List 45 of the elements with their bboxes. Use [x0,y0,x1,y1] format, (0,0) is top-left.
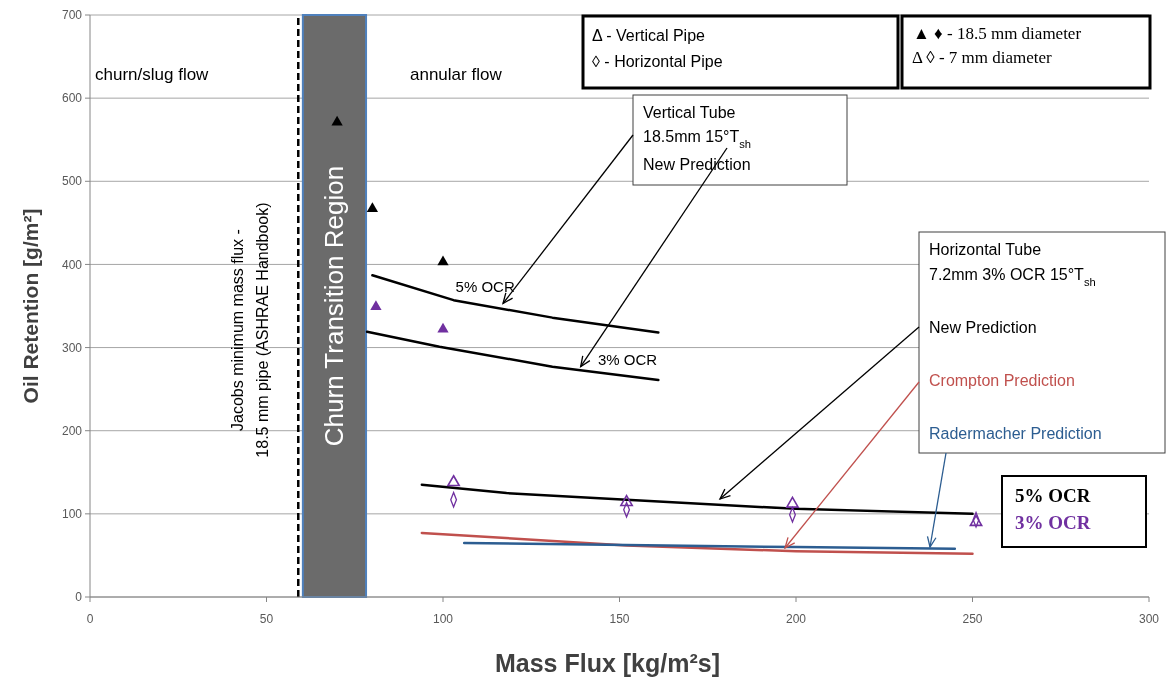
y-tick-label: 600 [61,91,83,106]
point [437,255,449,266]
ref-line-label: Jacobs minimum mass flux - 18.5 mm pipe (ASHRAE Handbook) [229,202,272,458]
annotation: Horizontal Tube [929,241,1042,258]
y-tick-label: 700 [61,8,83,23]
y-tick-label: 500 [61,174,83,189]
x-tick-label: 250 [962,612,983,626]
y-tick-label: 100 [61,507,83,522]
x-tick-label: 100 [432,612,454,626]
band-label: Churn Transition Region [319,165,350,447]
text: New Prediction [929,319,1037,336]
annotation: annular flow [410,65,503,84]
y-tick-label: 400 [61,257,83,272]
point [620,494,633,507]
point [447,474,461,487]
text: Crompton Prediction [929,372,1075,389]
y-tick-label: 0 [75,590,83,605]
y-tick-label: 300 [61,340,83,355]
x-tick-label: 0 [86,612,94,626]
x-tick-label: 200 [785,612,807,626]
point [437,322,449,333]
annotation: 7.2mm 3% OCR 15°T$_{sh}$ [929,266,1096,288]
x-tick-label: 150 [609,612,630,626]
series-label: 5% OCR [455,277,515,295]
annotation: Vertical Tube [643,104,736,121]
annotation: 5% OCR [1015,485,1091,506]
annotation: 3% OCR [1015,512,1091,533]
legend-label: 3% OCR [597,351,658,369]
line-series [365,330,660,382]
text: Radermacher Prediction [929,425,1102,442]
x-axis-title: Mass Flux [kg/m²s] [494,649,721,677]
y-axis-title: Oil Retention [g/m²] [19,208,42,404]
annotation: churn/slug flow [95,65,210,84]
x-tick-label: 300 [1138,612,1160,626]
annotation: ▲ ♦ - 18.5 mm diameter [913,24,1082,43]
point [786,496,799,508]
annotation: Δ - Vertical Pipe [592,27,706,44]
point [370,300,382,311]
annotation: Δ ◊ - 7 mm diameter [912,48,1053,67]
x-tick-label: 50 [259,612,274,626]
annotation: ◊ - Horizontal Pipe [592,53,723,70]
annotation: 18.5mm 15°T$_{sh}$ [643,128,752,150]
point [366,202,379,212]
y-tick-label: 200 [61,423,83,438]
point [331,115,343,126]
